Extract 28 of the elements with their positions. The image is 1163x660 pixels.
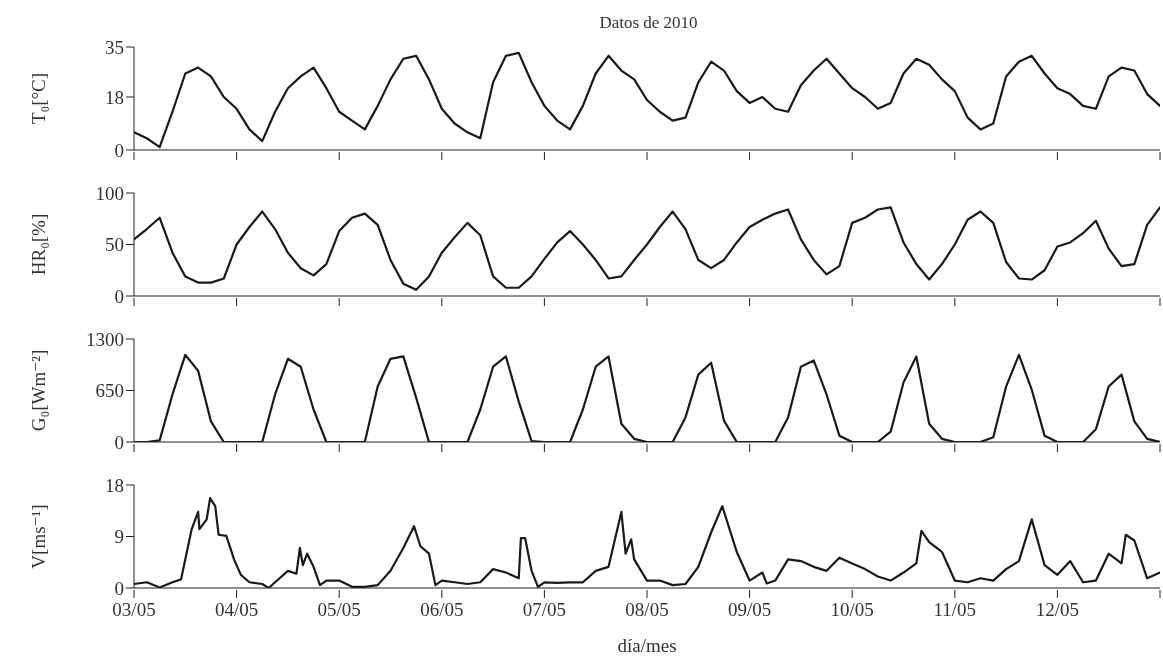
- y-tick-label: 50: [105, 234, 124, 256]
- y-tick-label: 100: [95, 182, 124, 204]
- y-axis-title: V[ms⁻¹]: [27, 504, 49, 569]
- y-axis-title: HR₀[%]: [27, 213, 49, 276]
- y-tick-label: 0: [114, 431, 124, 453]
- x-tick-label: 07/05: [522, 599, 567, 620]
- y-tick-label: 0: [114, 285, 124, 307]
- x-tick-label: 05/05: [317, 599, 361, 620]
- chart-title: Datos de 2010: [598, 12, 699, 34]
- x-tick-label: 06/05: [420, 599, 464, 620]
- x-tick-label: 03/05: [112, 599, 156, 620]
- y-tick-label: 0: [114, 139, 124, 161]
- y-tick-label: 1300: [86, 328, 124, 350]
- y-axis-title: T₀[°C]: [27, 72, 49, 125]
- x-tick-label: 12/05: [1035, 599, 1080, 620]
- y-tick-label: 18: [105, 86, 124, 108]
- y-axis-title: G₀[Wm⁻²]: [27, 349, 49, 432]
- y-tick-label: 35: [105, 36, 124, 58]
- y-tick-label: 650: [95, 380, 124, 402]
- x-tick-label: 11/05: [933, 599, 977, 620]
- y-tick-label: 9: [114, 526, 124, 548]
- x-tick-label: 10/05: [830, 599, 874, 620]
- x-axis-title: día/mes: [617, 635, 677, 656]
- x-tick-label: 04/05: [214, 599, 259, 620]
- y-tick-label: 18: [105, 474, 124, 496]
- x-tick-label: 08/05: [625, 599, 669, 620]
- x-tick-label: 09/05: [727, 599, 772, 620]
- y-tick-label: 0: [114, 577, 124, 599]
